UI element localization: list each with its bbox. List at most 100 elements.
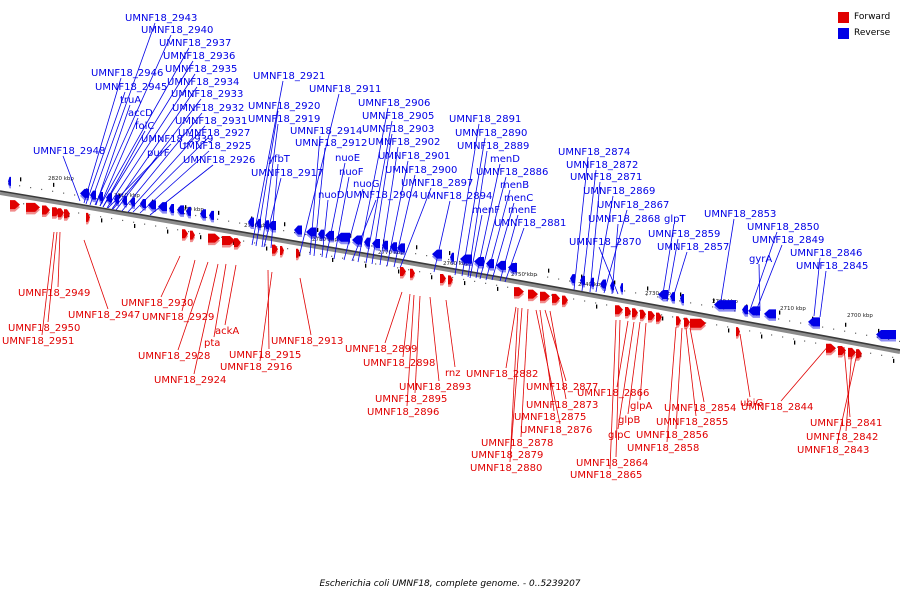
gene-label-reverse: UMNF18_2937 xyxy=(159,38,231,49)
leader-line-reverse xyxy=(106,73,196,209)
major-tick xyxy=(101,218,103,223)
gene-reverse xyxy=(432,249,442,259)
legend-item-reverse: Reverse xyxy=(838,25,890,41)
gene-reverse xyxy=(169,203,174,213)
major-tick xyxy=(167,229,169,234)
gene-label-reverse: nuoE xyxy=(335,153,360,164)
tick-dot xyxy=(261,226,263,228)
gene-reverse xyxy=(382,240,388,250)
leader-line-reverse xyxy=(325,162,346,259)
gene-features xyxy=(8,176,896,361)
leader-line-forward xyxy=(259,271,273,362)
leader-line-reverse xyxy=(321,199,329,258)
gene-forward xyxy=(684,317,690,327)
major-tick xyxy=(233,240,235,245)
gene-forward xyxy=(736,327,740,337)
gene-reverse xyxy=(390,242,397,252)
gene-label-reverse: UMNF18_2911 xyxy=(309,84,381,95)
gene-label-reverse: UMNF18_2857 xyxy=(657,242,729,253)
tick-dot xyxy=(100,216,102,218)
axis-tick-label: 2770 kbp xyxy=(378,250,404,256)
tick-dot xyxy=(316,235,318,237)
leader-line-forward xyxy=(384,291,403,344)
gene-label-reverse: UMNF18_2946 xyxy=(91,68,163,79)
tick-dot xyxy=(254,242,256,244)
gene-label-reverse: UMNF18_2903 xyxy=(362,124,434,135)
gene-label-reverse: folC xyxy=(135,121,154,132)
tick-dot xyxy=(800,322,802,324)
legend: Forward Reverse xyxy=(838,9,890,41)
tick-dot xyxy=(320,253,322,255)
gene-forward xyxy=(648,311,655,321)
gene-label-forward: UMNF18_2950 xyxy=(8,323,80,334)
gene-reverse xyxy=(620,283,623,293)
legend-swatch-reverse xyxy=(838,27,849,39)
tick-dot xyxy=(353,259,355,261)
gene-reverse xyxy=(140,199,146,209)
figure-caption: Escherichia coli UMNF18, complete genome… xyxy=(319,579,581,589)
gene-label-forward: UMNF18_2899 xyxy=(345,344,417,355)
gene-label-reverse: menF xyxy=(472,205,500,216)
tick-dot xyxy=(507,286,509,288)
gene-reverse xyxy=(106,193,112,203)
tick-dot xyxy=(331,255,333,257)
leader-line-reverse xyxy=(83,77,122,204)
gene-forward xyxy=(42,205,50,215)
gene-label-forward: ubiG xyxy=(740,398,763,409)
gene-label-forward: glpA xyxy=(630,401,652,412)
axis-tick-label: 2750 kbp xyxy=(511,272,537,278)
gene-label-reverse: UMNF18_2919 xyxy=(248,114,320,125)
gene-label-reverse: UMNF18_2931 xyxy=(175,116,247,127)
major-tick xyxy=(416,245,418,250)
major-tick xyxy=(680,292,682,297)
tick-dot xyxy=(573,298,575,300)
major-tick xyxy=(728,328,730,333)
gene-label-forward: UMNF18_2844 xyxy=(741,402,813,413)
leader-line-reverse xyxy=(661,223,675,301)
gene-label-forward: UMNF18_2855 xyxy=(656,417,728,428)
gene-label-reverse: menC xyxy=(504,193,533,204)
gene-label-reverse: menB xyxy=(500,180,529,191)
leader-line-reverse xyxy=(121,112,203,212)
leader-line-reverse xyxy=(62,155,81,202)
tick-dot xyxy=(89,214,91,216)
major-tick xyxy=(548,268,550,273)
gene-label-reverse: UMNF18_2874 xyxy=(558,147,630,158)
major-tick xyxy=(761,334,763,339)
gene-label-forward: UMNF18_2896 xyxy=(367,407,439,418)
tick-dot xyxy=(771,334,773,336)
leader-line-forward xyxy=(57,231,61,288)
gene-label-forward: UMNF18_2873 xyxy=(526,400,598,411)
major-tick xyxy=(398,269,400,274)
leader-line-forward xyxy=(160,255,181,298)
tick-dot xyxy=(646,294,648,296)
tick-dot xyxy=(243,240,245,242)
tick-dot xyxy=(672,316,674,318)
major-tick xyxy=(497,286,499,291)
leader-line-reverse xyxy=(343,188,364,261)
gene-reverse xyxy=(248,217,254,227)
leader-line-reverse xyxy=(365,120,393,264)
tick-dot xyxy=(683,318,685,320)
major-tick xyxy=(284,222,286,227)
leader-line-forward xyxy=(429,296,440,382)
tick-dot xyxy=(595,302,597,304)
gene-reverse xyxy=(114,194,119,204)
leader-line-forward xyxy=(402,293,411,358)
gene-label-forward: UMNF18_2882 xyxy=(466,369,538,380)
tick-dot xyxy=(547,276,549,278)
gene-reverse xyxy=(580,275,585,285)
gene-forward xyxy=(222,236,235,246)
tick-dot xyxy=(712,306,714,308)
leader-line-forward xyxy=(675,327,683,430)
tick-dot xyxy=(661,314,663,316)
gene-forward xyxy=(296,248,300,258)
tick-dot xyxy=(111,217,113,220)
gene-label-reverse: accD xyxy=(128,108,153,119)
tick-dot xyxy=(63,192,65,194)
tick-dot xyxy=(855,332,857,334)
gene-reverse xyxy=(336,232,350,242)
leader-line-reverse xyxy=(598,246,619,295)
